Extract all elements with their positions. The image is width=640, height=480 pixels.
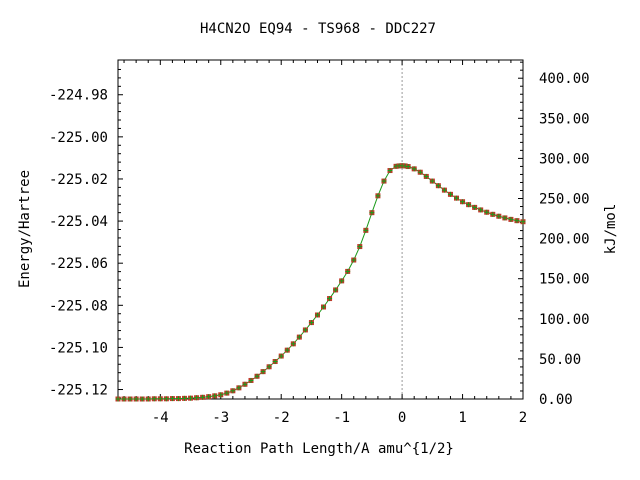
y-tick-label: -224.98 — [49, 88, 108, 104]
series-line — [118, 165, 524, 400]
y2-axis-label: kJ/mol — [603, 204, 619, 255]
y2-tick-label: 300.00 — [539, 151, 590, 167]
y-tick-label: -225.12 — [49, 383, 108, 399]
y-tick-label: -225.04 — [49, 214, 108, 230]
chart-title: H4CN2O EQ94 - TS968 - DDC227 — [200, 21, 436, 37]
x-tick-label: -3 — [212, 410, 229, 426]
y-axis-label: Energy/Hartree — [17, 170, 33, 288]
x-tick-label: -1 — [333, 410, 350, 426]
y2-tick-label: 400.00 — [539, 71, 590, 87]
y2-tick-label: 100.00 — [539, 312, 590, 328]
x-tick-label: 0 — [398, 410, 406, 426]
x-tick-label: 2 — [519, 410, 527, 426]
x-axis-label: Reaction Path Length/A amu^{1/2} — [184, 441, 454, 457]
y2-tick-label: 50.00 — [539, 352, 581, 368]
y-tick-label: -225.00 — [49, 130, 108, 146]
y-tick-label: -225.06 — [49, 256, 108, 272]
y-tick-label: -225.02 — [49, 172, 108, 188]
plot-area: -4 -3 -2 -1 0 1 2 -224.98 -225.00 -225.02 -225.04 -… — [49, 59, 590, 426]
y2-tick-label: 150.00 — [539, 272, 590, 288]
x-tick-label: 1 — [458, 410, 466, 426]
y2-tick-label: 0.00 — [539, 392, 573, 408]
y2-tick-label: 200.00 — [539, 232, 590, 248]
y2-tick-label: 350.00 — [539, 111, 590, 127]
plot-frame — [117, 59, 524, 400]
x-tick-label: -4 — [152, 410, 169, 426]
y-tick-label: -225.08 — [49, 298, 108, 314]
x-tick-label: -2 — [273, 410, 290, 426]
y2-tick-label: 250.00 — [539, 192, 590, 208]
y-tick-label: -225.10 — [49, 340, 108, 356]
